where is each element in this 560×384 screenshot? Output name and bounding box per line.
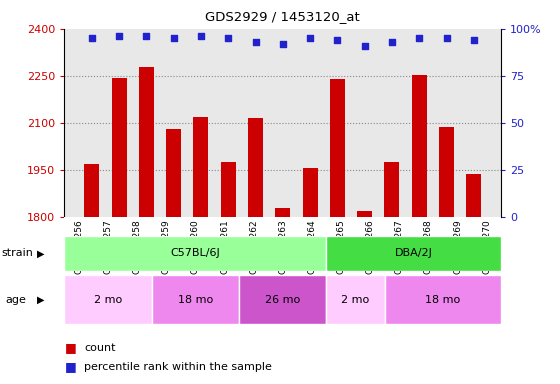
Text: GSM152261: GSM152261 — [220, 220, 229, 274]
Point — [442, 35, 451, 41]
Point — [278, 41, 287, 47]
Text: strain: strain — [1, 248, 33, 258]
Bar — [302, 168, 318, 384]
Point — [142, 33, 151, 40]
Bar — [326, 275, 385, 324]
Text: ▶: ▶ — [36, 248, 44, 258]
Text: GSM152259: GSM152259 — [162, 220, 171, 274]
Bar — [111, 78, 127, 384]
Text: GSM152270: GSM152270 — [482, 220, 491, 274]
Text: 2 mo: 2 mo — [94, 295, 122, 305]
Point — [197, 33, 206, 40]
Text: GSM152268: GSM152268 — [424, 220, 433, 274]
Text: GSM152263: GSM152263 — [278, 220, 287, 274]
Text: 18 mo: 18 mo — [426, 295, 460, 305]
Text: 2 mo: 2 mo — [342, 295, 370, 305]
Text: 26 mo: 26 mo — [265, 295, 300, 305]
Bar — [64, 275, 152, 324]
Text: C57BL/6J: C57BL/6J — [171, 248, 220, 258]
Bar — [166, 129, 181, 384]
Point — [306, 35, 315, 41]
Bar — [84, 164, 99, 384]
Bar — [412, 75, 427, 384]
Text: GSM152258: GSM152258 — [133, 220, 142, 274]
Text: age: age — [5, 295, 26, 305]
Point — [360, 43, 369, 49]
Text: GSM152265: GSM152265 — [337, 220, 346, 274]
Point — [333, 37, 342, 43]
Point — [251, 39, 260, 45]
Text: GSM152262: GSM152262 — [249, 220, 258, 274]
Bar — [276, 208, 290, 384]
Bar — [152, 275, 239, 324]
Bar — [326, 236, 501, 271]
Bar — [330, 79, 345, 384]
Text: ▶: ▶ — [36, 295, 44, 305]
Text: percentile rank within the sample: percentile rank within the sample — [84, 362, 272, 372]
Text: GSM152269: GSM152269 — [453, 220, 462, 274]
Bar — [385, 275, 501, 324]
Text: GSM152260: GSM152260 — [191, 220, 200, 274]
Point — [115, 33, 124, 40]
Point — [469, 37, 478, 43]
Point — [224, 35, 233, 41]
Point — [388, 39, 396, 45]
Text: GSM152264: GSM152264 — [307, 220, 316, 274]
Bar — [239, 275, 326, 324]
Bar — [193, 117, 208, 384]
Point — [169, 35, 178, 41]
Text: GDS2929 / 1453120_at: GDS2929 / 1453120_at — [206, 10, 360, 23]
Bar — [139, 67, 154, 384]
Bar — [248, 118, 263, 384]
Text: count: count — [84, 343, 115, 353]
Point — [415, 35, 424, 41]
Bar — [357, 211, 372, 384]
Text: GSM152257: GSM152257 — [104, 220, 113, 274]
Bar — [385, 162, 399, 384]
Bar — [466, 174, 482, 384]
Text: DBA/2J: DBA/2J — [395, 248, 433, 258]
Text: 18 mo: 18 mo — [178, 295, 213, 305]
Bar — [64, 236, 326, 271]
Text: GSM152266: GSM152266 — [366, 220, 375, 274]
Bar — [221, 162, 236, 384]
Bar — [439, 127, 454, 384]
Text: ■: ■ — [64, 341, 76, 354]
Text: ■: ■ — [64, 360, 76, 373]
Text: GSM152256: GSM152256 — [74, 220, 83, 274]
Text: GSM152267: GSM152267 — [395, 220, 404, 274]
Point — [87, 35, 96, 41]
